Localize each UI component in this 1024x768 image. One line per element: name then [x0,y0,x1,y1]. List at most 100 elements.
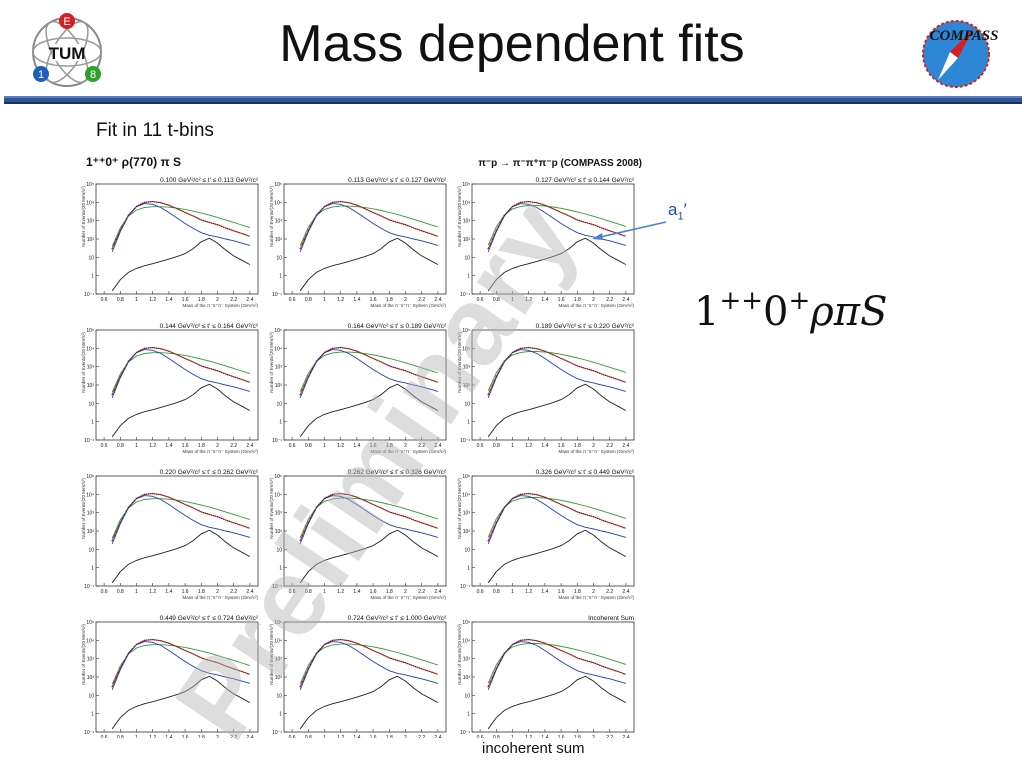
y-tick-label: 1 [279,420,282,426]
data-point [586,222,589,224]
data-point [392,658,394,660]
data-point [311,660,313,662]
y-tick-label: 10⁻¹ [272,438,282,444]
data-point [243,233,245,235]
x-tick-label: 1 [135,735,138,738]
data-point [170,643,172,645]
panel-frame [283,329,447,441]
data-point [123,222,125,224]
data-point [144,493,146,495]
data-point [121,663,123,666]
data-point [174,499,176,501]
x-tick-label: 2 [216,443,219,449]
data-point [584,513,586,516]
data-point [346,201,348,204]
data-point [425,523,427,525]
data-point [398,222,401,224]
y-tick-label: 1 [467,712,470,718]
data-point [354,495,356,498]
data-point [528,346,530,349]
data-point [623,381,625,383]
data-point [162,494,164,496]
x-tick-label: 1.2 [337,297,344,303]
data-point [227,374,229,376]
data-point [532,493,534,495]
data-point [590,515,593,517]
chart-panel: 0.262 GeV²/c² ≤ t' ≤ 0.326 GeV²/c² 0.6 0.8… [269,469,447,600]
y-tick-label: 10 [464,401,470,407]
x-tick-label: 2.4 [622,589,629,595]
data-point [129,504,132,506]
panel-frame [471,475,635,587]
data-point [505,212,508,214]
data-point [621,526,623,528]
x-tick-label: 1.2 [525,443,532,449]
data-point [368,355,370,358]
data-point [309,663,311,666]
data-point [509,645,512,648]
data-point [192,507,194,509]
series-line-a1-resonance [487,349,627,398]
data-point [360,206,362,208]
data-point [574,510,576,512]
data-point [192,361,194,363]
data-point [431,671,433,673]
data-point [617,524,619,527]
x-tick-label: 2.2 [418,443,425,449]
data-point [340,638,342,641]
data-point [491,530,493,533]
data-point [550,645,552,647]
data-point [150,639,152,641]
x-tick-label: 2.4 [246,297,253,303]
data-point [139,641,142,643]
data-point [396,659,398,662]
data-point [435,235,437,237]
x-tick-label: 1.4 [353,297,360,303]
data-point [125,218,127,220]
data-point [546,351,548,353]
data-point [611,522,613,525]
data-point [400,222,403,225]
data-point [530,639,532,641]
data-point [119,229,121,231]
page-title: Mass dependent fits [279,15,745,73]
data-point [580,512,582,514]
data-point [511,351,514,354]
data-point [528,638,530,641]
chart-header-left: 1⁺⁺0⁺ ρ(770) π S [86,155,181,169]
series-line-a1-resonance [487,675,627,730]
y-tick-label: 10⁵ [462,182,470,188]
data-point [356,204,358,206]
data-point [378,652,380,654]
data-point [190,652,192,654]
data-point [348,348,350,350]
data-point [586,660,589,662]
data-point [423,376,425,379]
data-point [433,234,435,236]
data-point [325,496,328,498]
x-tick-label: 0.6 [101,589,108,595]
data-point [410,518,413,520]
data-point [609,376,611,378]
data-point [378,214,380,216]
data-point [208,659,210,662]
data-point [144,347,146,349]
data-point [615,378,617,380]
data-point [400,514,403,517]
data-point [358,205,360,207]
data-point [115,238,117,241]
data-point [305,526,307,528]
data-point [313,510,315,512]
data-point [200,219,202,221]
y-tick-label: 10³ [463,657,471,663]
data-point [111,393,113,396]
data-point [313,364,315,366]
data-point [212,660,215,663]
data-point [536,202,538,204]
y-axis-label: Number of Events/(20 MeV/c²) [81,186,86,247]
data-point [227,520,229,522]
data-point [210,368,213,370]
data-point [166,641,168,644]
data-point [497,517,499,520]
svg-text:8: 8 [90,69,96,81]
